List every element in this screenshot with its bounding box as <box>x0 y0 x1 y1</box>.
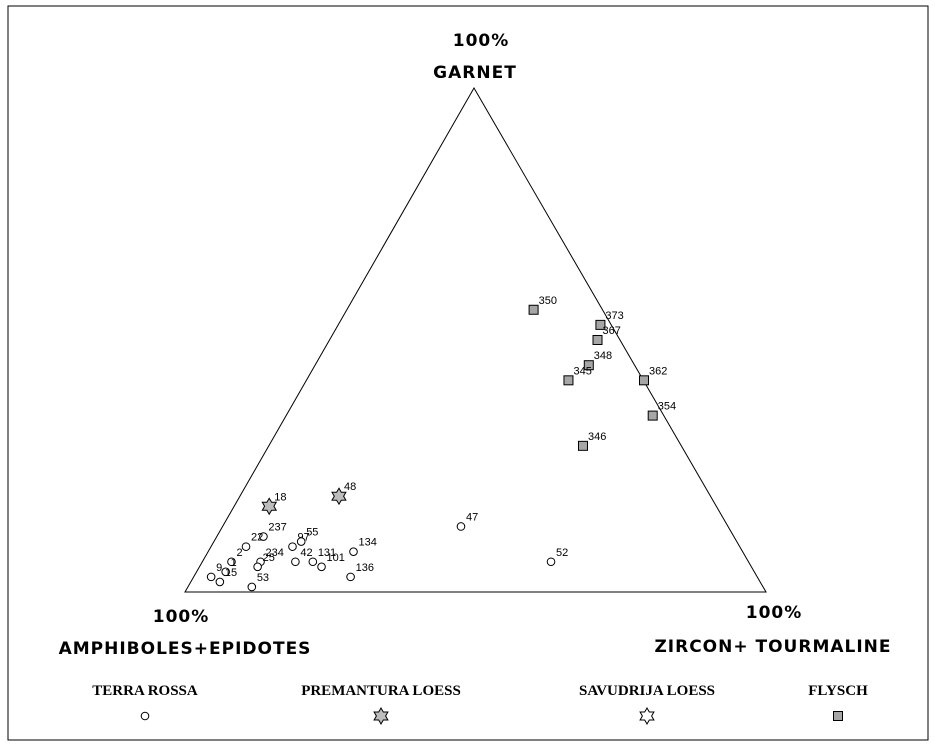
point <box>638 375 649 386</box>
legend-label: TERRA ROSSA <box>92 683 198 699</box>
point <box>528 304 539 315</box>
vertex-percent: 100% <box>153 607 210 627</box>
point-label: 18 <box>274 491 286 503</box>
point <box>456 522 466 531</box>
point <box>261 497 278 516</box>
point <box>546 557 556 567</box>
point-label: 1 <box>231 557 237 569</box>
point-label: 48 <box>344 481 356 493</box>
point-label: 136 <box>356 562 374 574</box>
point <box>291 557 300 567</box>
point <box>577 440 588 451</box>
point-label: 237 <box>268 522 286 534</box>
point <box>317 562 326 572</box>
point-label: 131 <box>318 547 336 559</box>
point-label: 42 <box>300 547 312 559</box>
triangle <box>184 86 767 593</box>
point <box>647 410 658 421</box>
point <box>595 319 606 330</box>
vertex-label: GARNET <box>433 63 517 83</box>
point-label: 9 <box>216 562 222 574</box>
point <box>253 562 262 572</box>
point <box>592 335 603 345</box>
point-label: 55 <box>306 527 318 539</box>
legend-marker <box>373 706 389 726</box>
point <box>296 537 306 546</box>
point-label: 350 <box>539 295 557 307</box>
legend-label: SAVUDRIJA LOESS <box>579 683 715 699</box>
point <box>259 532 268 541</box>
point-label: 345 <box>573 365 591 377</box>
point-label: 53 <box>257 572 269 584</box>
point <box>221 567 230 577</box>
point-label: 101 <box>327 552 345 564</box>
point-label: 2 <box>236 547 242 559</box>
point-label: 346 <box>588 431 606 443</box>
point <box>583 360 594 371</box>
vertex-percent: 100% <box>453 31 510 51</box>
point-label: 348 <box>594 350 612 362</box>
point <box>241 542 251 551</box>
point <box>227 557 236 567</box>
vertex-label: AMPHIBOLES+EPIDOTES <box>59 639 312 659</box>
point <box>331 487 347 506</box>
point-label: 367 <box>603 325 621 337</box>
point <box>563 375 574 386</box>
point <box>308 557 318 567</box>
legend-label: FLYSCH <box>808 683 868 699</box>
point <box>288 542 297 551</box>
point-label: 22 <box>251 532 263 544</box>
point-label: 47 <box>466 511 478 523</box>
point-label: 362 <box>649 365 667 377</box>
point-label: 134 <box>358 537 376 549</box>
legend-marker <box>833 711 843 721</box>
point <box>349 547 358 556</box>
legend-marker <box>639 706 655 726</box>
point-label: 52 <box>556 547 568 559</box>
vertex-label: ZIRCON+ TOURMALINE <box>654 637 891 657</box>
point <box>206 572 216 582</box>
point <box>215 577 225 587</box>
legend-marker <box>140 711 150 721</box>
frame <box>7 5 929 741</box>
point <box>247 582 257 592</box>
point-label: 373 <box>605 310 623 322</box>
point-label: 15 <box>225 567 237 579</box>
vertex-percent: 100% <box>746 603 803 623</box>
point-label: 234 <box>266 547 284 559</box>
point-label: 25 <box>263 552 275 564</box>
point-label: 354 <box>658 401 676 413</box>
point <box>346 572 355 582</box>
legend-label: PREMANTURA LOESS <box>301 683 461 699</box>
